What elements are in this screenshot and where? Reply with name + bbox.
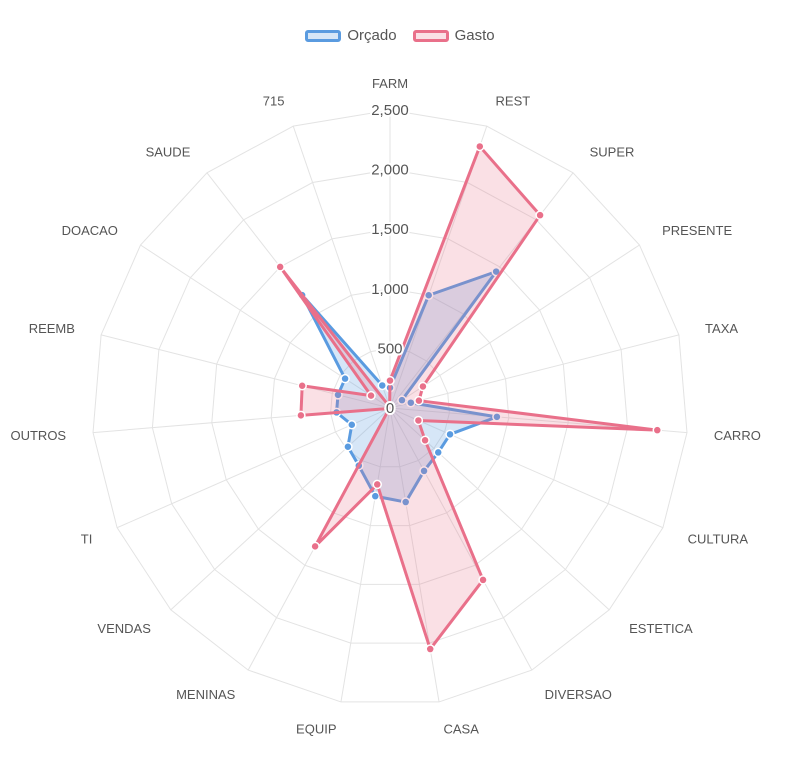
tick-label: 2,500 <box>371 102 409 119</box>
chart-legend: Orçado Gasto <box>0 27 800 44</box>
data-point <box>423 290 434 301</box>
grid-spoke <box>389 407 533 671</box>
grid-ring <box>92 109 688 703</box>
category-label: SAUDE <box>146 145 191 160</box>
category-label: 715 <box>263 94 285 109</box>
grid-spoke <box>170 407 391 611</box>
category-label: SUPER <box>590 145 635 160</box>
grid-ring <box>330 347 450 468</box>
category-label: REEMB <box>29 321 75 336</box>
tick-label: 0 <box>386 400 394 417</box>
grid-ring <box>211 228 569 585</box>
data-point <box>419 466 429 476</box>
data-point <box>652 425 663 435</box>
grid-spoke <box>340 407 391 703</box>
data-point <box>372 479 382 490</box>
data-point <box>397 395 407 405</box>
grid-spoke <box>389 407 664 529</box>
grid-spoke <box>116 407 391 529</box>
tick-label: 500 <box>377 340 402 357</box>
category-label: CARRO <box>714 428 761 443</box>
category-label: TI <box>81 532 93 547</box>
data-point <box>370 491 381 501</box>
data-point <box>385 375 395 386</box>
grid-spoke <box>292 125 391 409</box>
category-label: OUTROS <box>10 428 66 443</box>
data-point <box>535 210 545 220</box>
legend-swatch-gasto <box>412 29 449 42</box>
data-point <box>425 644 435 654</box>
data-point <box>433 447 443 458</box>
legend-label-gasto: Gasto <box>454 27 495 44</box>
data-point <box>275 262 285 272</box>
tick-label: 1,000 <box>371 281 409 298</box>
data-point <box>297 381 307 391</box>
category-label: MENINAS <box>176 687 236 702</box>
grid-spoke <box>389 334 680 409</box>
data-point <box>478 575 488 585</box>
data-point <box>347 420 357 430</box>
data-point <box>366 390 376 401</box>
data-point <box>340 373 350 384</box>
data-point <box>377 380 388 391</box>
category-label: VENDAS <box>97 621 151 636</box>
data-point <box>420 435 430 446</box>
category-label: EQUIP <box>296 722 336 737</box>
data-point <box>414 395 424 406</box>
grid-ring <box>151 169 629 644</box>
data-point <box>492 412 502 422</box>
data-point <box>475 141 485 152</box>
grid-spoke <box>389 244 640 409</box>
series-area-1 <box>278 144 659 651</box>
category-label: PRESENTE <box>662 223 732 238</box>
category-label: DOACAO <box>62 223 118 238</box>
category-label: TAXA <box>705 321 738 336</box>
category-label: REST <box>496 94 531 109</box>
category-label: DIVERSAO <box>545 687 612 702</box>
data-point <box>418 381 428 392</box>
data-point <box>384 402 395 412</box>
category-label: CULTURA <box>688 532 749 547</box>
data-point <box>296 410 306 421</box>
legend-swatch-orcado <box>305 29 342 42</box>
tick-label: 1,500 <box>371 221 409 238</box>
category-label: ESTETICA <box>629 621 693 636</box>
category-label: FARM <box>372 76 408 91</box>
data-point <box>445 429 455 440</box>
legend-item-orcado[interactable]: Orçado <box>305 27 397 44</box>
tick-label: 2,000 <box>371 162 409 179</box>
legend-item-gasto[interactable]: Gasto <box>412 27 495 44</box>
data-point <box>343 442 353 452</box>
legend-label-orcado: Orçado <box>347 27 397 44</box>
data-point <box>413 415 424 426</box>
data-point <box>310 541 320 552</box>
category-label: CASA <box>443 722 479 737</box>
data-point <box>400 497 411 507</box>
